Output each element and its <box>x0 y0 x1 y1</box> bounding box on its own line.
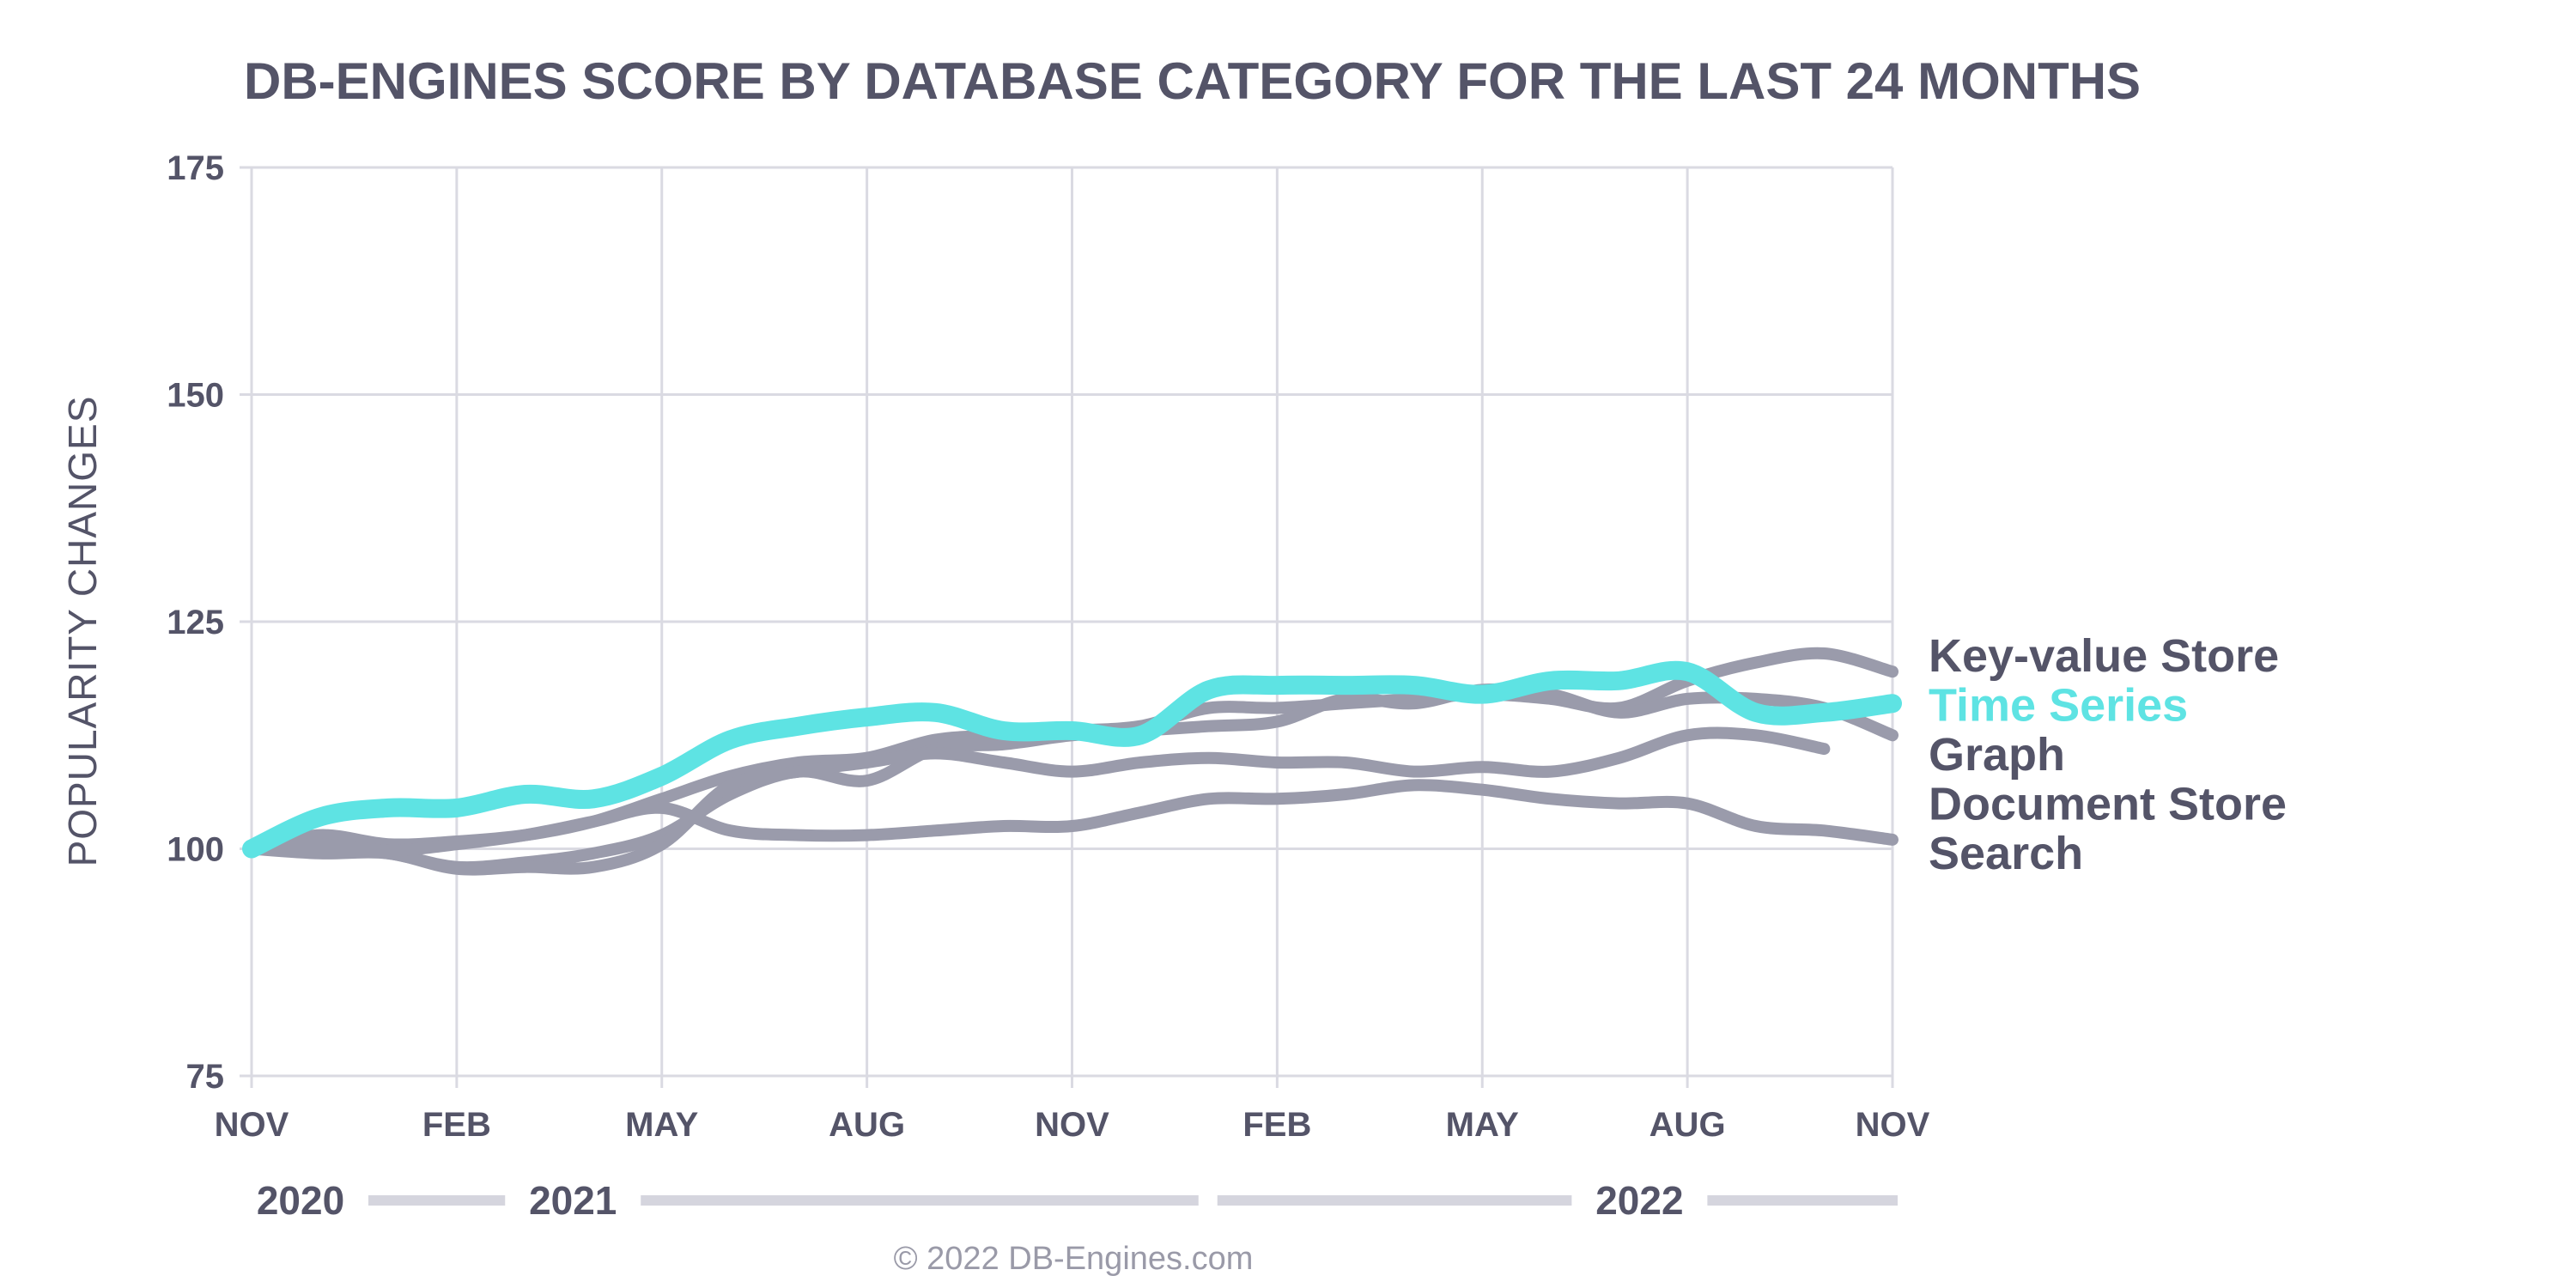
y-tick-label: 125 <box>167 604 224 641</box>
series-line-search <box>246 779 1899 857</box>
y-tick-label: 100 <box>167 831 224 869</box>
series-lines <box>242 647 1902 876</box>
x-tick-label: FEB <box>1242 1106 1311 1144</box>
y-tick-label: 75 <box>186 1058 225 1096</box>
year-timeline: 2020 2021 2022 <box>257 1178 1898 1223</box>
x-tick-label: NOV <box>215 1106 289 1144</box>
y-tick-label: 175 <box>167 149 224 187</box>
y-tick-label: 150 <box>167 377 224 415</box>
grid <box>240 166 1894 1088</box>
x-tick-label: MAY <box>625 1106 699 1144</box>
y-axis-ticks: 75 100 125 150 175 <box>167 149 224 1096</box>
x-axis-ticks: NOV FEB MAY AUG NOV FEB MAY AUG NOV <box>215 1106 1930 1144</box>
legend-entry: Search <box>1929 828 2083 879</box>
x-tick-label: FEB <box>422 1106 491 1144</box>
legend-entry: Document Store <box>1929 779 2287 830</box>
y-axis-title: POPULARITY CHANGES <box>60 396 105 867</box>
x-tick-label: NOV <box>1856 1106 1930 1144</box>
series-line-time-series <box>242 660 1902 859</box>
year-label: 2020 <box>257 1178 344 1223</box>
x-tick-label: AUG <box>1649 1106 1726 1144</box>
x-tick-label: AUG <box>829 1106 905 1144</box>
series-line-document-store <box>246 726 1831 876</box>
x-tick-label: NOV <box>1035 1106 1109 1144</box>
legend-entry: Graph <box>1929 729 2065 781</box>
x-tick-label: MAY <box>1446 1106 1520 1144</box>
chart-title: DB-ENGINES SCORE BY DATABASE CATEGORY FO… <box>244 52 2141 110</box>
year-label: 2022 <box>1595 1178 1683 1223</box>
legend-entry: Key-value Store <box>1929 630 2279 682</box>
legend-entry: Time Series <box>1929 680 2188 732</box>
year-label: 2021 <box>529 1178 617 1223</box>
copyright-footer: © 2022 DB-Engines.com <box>894 1241 1254 1277</box>
